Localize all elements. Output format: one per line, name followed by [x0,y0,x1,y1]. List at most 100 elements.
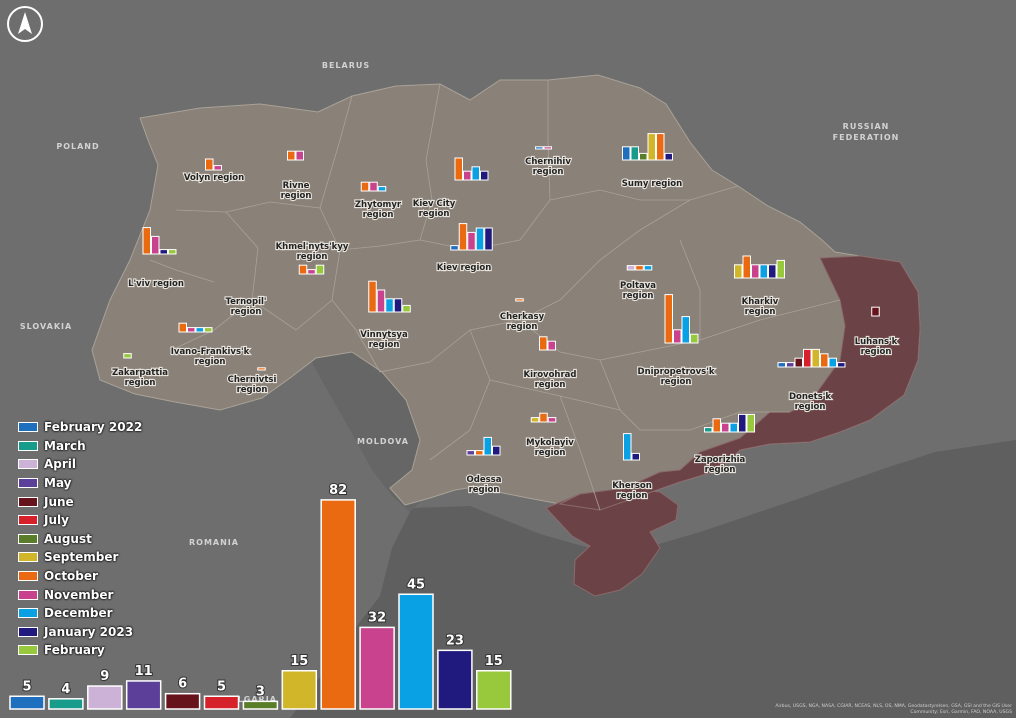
summary-bar-label-12: 23 [446,633,464,648]
region-label-7: Kiev region [437,263,492,273]
region-bar-16-8 [635,265,644,271]
legend-swatch [18,478,38,489]
region-13[interactable]: Zakarpattia region [111,353,169,389]
region-bar-7-8 [458,223,468,251]
region-label-22: Mykolayiv region [526,438,574,458]
legend-label: September [44,550,119,565]
region-bar-20-10 [681,316,690,344]
region-bar-7-9 [467,231,476,251]
country-label-russian-federation: RUSSIAN FEDERATION [833,122,900,142]
legend-swatch [18,571,38,582]
region-bar-20-12 [690,333,699,344]
region-bar-20-8 [664,294,673,344]
summary-bar-12 [437,649,473,710]
country-label-slovakia: SLOVAKIA [20,322,72,331]
region-8[interactable]: L'viv region [127,227,185,290]
region-2[interactable]: Rivne region [279,150,313,202]
region-bar-6-8 [454,157,463,181]
region-bar-5-0 [622,146,631,161]
region-16[interactable]: Poltava region [619,265,657,302]
region-4[interactable]: Chernihiv region [524,146,572,178]
region-10[interactable]: Ternopil' region [224,296,267,318]
region-bar-1-8 [205,158,214,171]
region-3[interactable]: Zhytomyr region [354,181,403,221]
summary-bar-label-6: 5 [217,679,226,694]
region-24[interactable]: Kherson region [611,433,653,502]
region-22[interactable]: Mykolayiv region [525,412,575,459]
region-bar-7-10 [475,227,485,251]
legend-item: May [18,474,142,493]
region-14[interactable]: Chernivtsi region [227,367,278,396]
legend-item: October [18,567,142,586]
region-label-3: Zhytomyr region [355,200,402,220]
region-label-12: Ivano-Frankivs'k region [171,347,250,367]
region-label-9: Khmel'nyts'kyy region [276,242,349,262]
region-bar-25-12 [746,413,755,433]
region-bar-21-11 [837,362,846,368]
region-bar-8-11 [159,249,168,255]
region-12[interactable]: Ivano-Frankivs'k region [170,322,251,368]
legend-swatch [18,608,38,619]
legend-item: September [18,548,142,567]
legend-item: July [18,511,142,530]
region-bar-3-8 [360,181,370,192]
legend-label: February [44,643,105,658]
region-6[interactable]: Kiev City region [412,157,489,220]
summary-bar-5 [164,692,201,710]
legend-label: October [44,569,98,584]
region-label-25: Zaporizhia region [695,455,746,475]
summary-bar-label-8: 15 [290,654,308,669]
region-18[interactable]: Luhans'k region [854,306,899,358]
region-bar-21-10 [828,357,837,368]
summary-bar-label-4: 11 [135,664,153,679]
region-bar-17-9 [751,264,760,279]
summary-bar-label-13: 15 [485,654,503,669]
region-label-24: Kherson region [612,481,652,501]
region-11[interactable]: Vinnytsya region [359,280,411,351]
legend-item: August [18,530,142,549]
legend-item: December [18,604,142,623]
summary-bar-7 [242,700,279,710]
region-25[interactable]: Zaporizhia region [694,413,755,476]
summary-bar-label-2: 4 [61,682,70,697]
legend-swatch [18,626,38,637]
legend-label: July [44,513,69,528]
region-bar-19-9 [547,340,556,351]
region-label-20: Dnipropetrovs'k region [638,367,715,387]
legend-item: November [18,585,142,604]
region-19[interactable]: Kirovohrad region [522,336,578,391]
region-bar-8-8 [142,227,151,255]
region-15[interactable]: Cherkasy region [499,298,546,333]
region-20[interactable]: Dnipropetrovs'k region [636,294,716,388]
region-bar-15-8 [515,298,524,302]
region-1[interactable]: Volyn region [183,158,245,184]
region-bar-17-12 [776,259,785,279]
summary-bar-9 [320,499,356,710]
country-label-moldova: MOLDOVA [357,437,409,446]
region-5[interactable]: Sumy region [621,133,683,190]
legend-label: June [44,494,74,509]
summary-bar-label-9: 82 [329,483,347,498]
region-bar-12-9 [187,327,196,333]
summary-bar-6 [203,695,240,710]
region-bar-5-6 [639,152,648,161]
region-bar-23-3 [466,450,475,456]
region-bar-11-9 [376,289,386,313]
region-bar-9-8 [298,264,308,275]
summary-bar-4 [125,680,162,710]
legend-swatch [18,515,38,526]
region-bar-25-10 [729,422,738,433]
region-bar-14-8 [257,367,266,371]
legend-item: February [18,641,142,660]
country-label-romania: ROMANIA [189,538,239,547]
summary-bar-label-3: 9 [100,669,109,684]
region-bar-12-12 [204,327,213,333]
region-bar-17-10 [759,264,768,279]
region-bar-25-11 [738,413,747,433]
region-21[interactable]: Donets'k region [777,348,846,413]
region-9[interactable]: Khmel'nyts'kyy region [274,241,350,275]
region-7[interactable]: Kiev region [436,223,493,274]
region-17[interactable]: Kharkiv region [734,255,785,318]
region-23[interactable]: Odessa region [465,436,503,496]
